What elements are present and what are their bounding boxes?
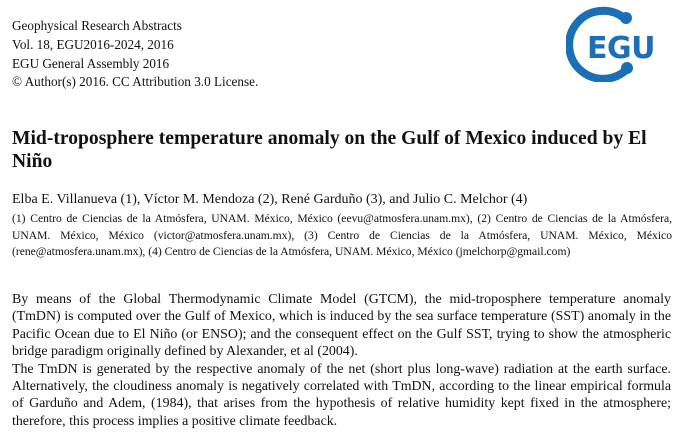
publication-header: Geophysical Research Abstracts Vol. 18, … [12,17,258,92]
egu-logo: EGU [566,6,655,82]
volume-info: Vol. 18, EGU2016-2024, 2016 [12,36,174,52]
abstract-paragraph-1: By means of the Global Thermodynamic Cli… [12,292,671,360]
license-line: © Author(s) 2016. CC Attribution 3.0 Lic… [12,74,259,90]
author-list: Elba E. Villanueva (1), Víctor M. Mendoz… [12,192,528,207]
abstract-paragraph-2: The TmDN is generated by the respective … [12,361,671,429]
paper-title: Mid-troposphere temperature anomaly on t… [12,128,647,172]
journal-name: Geophysical Research Abstracts [12,18,182,33]
assembly-name: EGU General Assembly 2016 [12,55,170,71]
egu-logo-text: EGU [587,31,655,66]
affiliations: (1) Centro de Ciencias de la Atmósfera, … [12,212,672,259]
abstract-body: By means of the Global Thermodynamic Cli… [12,291,671,430]
